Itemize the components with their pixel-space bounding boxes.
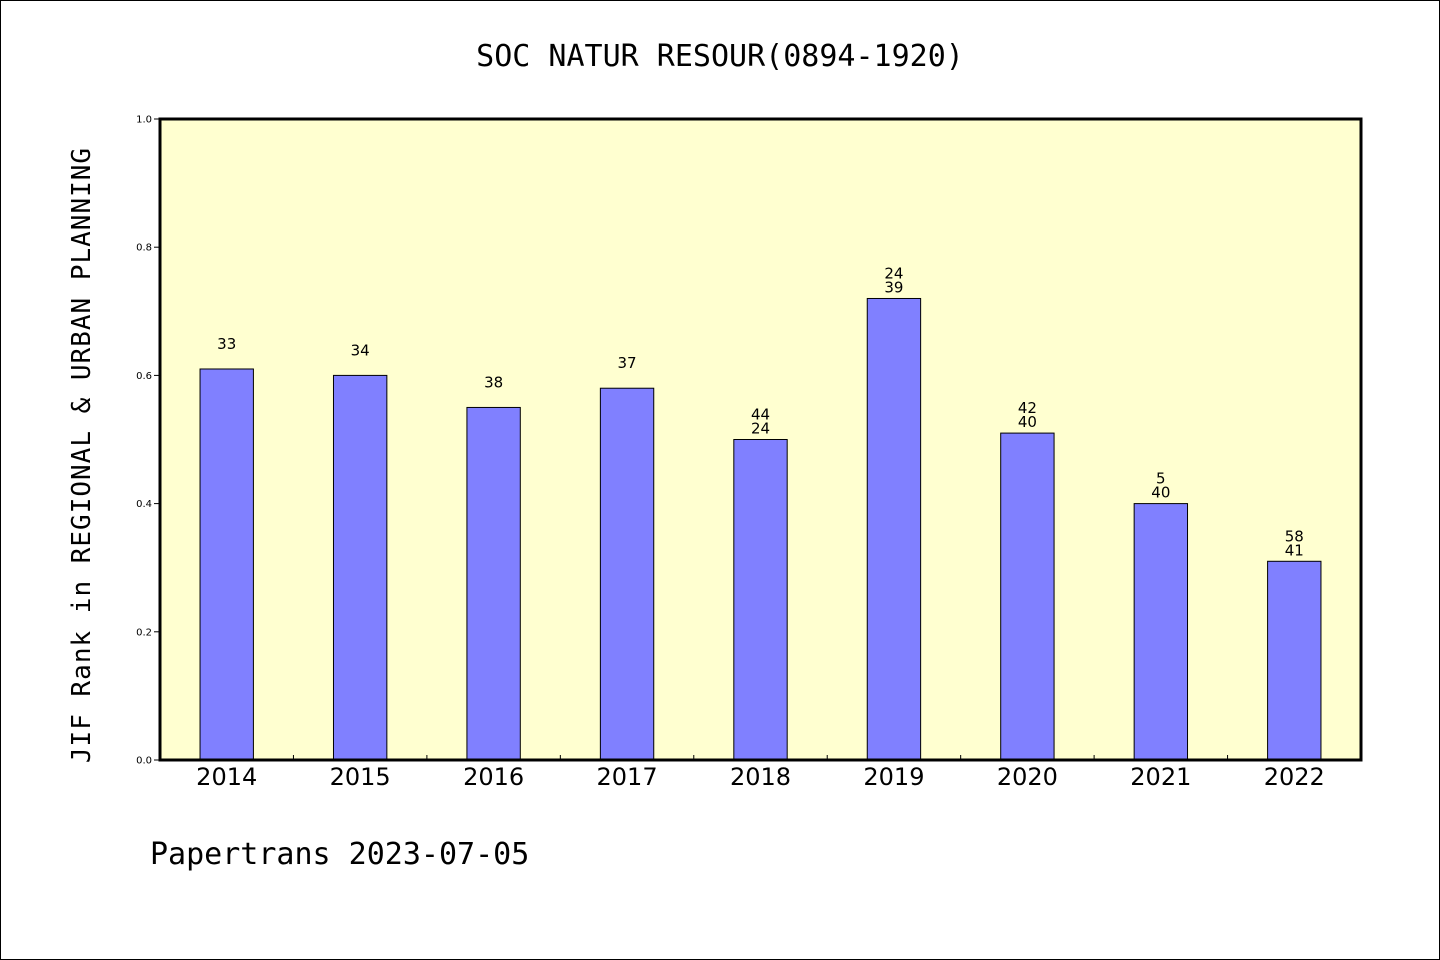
x-tick-label: 2019 (863, 763, 924, 791)
data-label: 38 (484, 373, 503, 391)
bar-2014 (199, 368, 254, 761)
data-label: 34 (351, 341, 370, 359)
y-axis-label: JIF Rank in REGIONAL & URBAN PLANNING (67, 147, 97, 763)
footer-credit: Papertrans 2023-07-05 (150, 837, 529, 872)
data-label: 39 (884, 278, 903, 296)
chart-title: SOC NATUR RESOUR(0894-1920) (476, 39, 964, 74)
plot-border (158, 117, 1363, 762)
data-label: 58 (1285, 527, 1304, 545)
bar-2019 (866, 297, 922, 761)
x-tick-label: 2021 (1130, 763, 1191, 791)
data-label: 44 (751, 406, 770, 424)
bar-2016 (466, 406, 521, 761)
data-label: 40 (1151, 484, 1170, 502)
x-tick-label: 2015 (330, 763, 391, 791)
x-tick-label: 2022 (1264, 763, 1325, 791)
ticks-layer: 0.0 0.2 0.4 0.6 0.8 1.0 2014 2015 2016 2017 2018 20… (136, 115, 1325, 792)
bar-2022 (1267, 560, 1322, 761)
bar-2021 (1133, 503, 1189, 761)
y-tick-label: 0.0 (136, 756, 152, 767)
x-tick-label: 2014 (196, 763, 257, 791)
y-tick-label: 0.4 (136, 499, 152, 510)
y-tick-label: 0.8 (136, 243, 152, 254)
x-tick-label: 2020 (997, 763, 1058, 791)
bar-2017 (599, 387, 655, 761)
bar-2020 (1000, 432, 1055, 761)
bar-2018 (733, 439, 788, 761)
data-label: 41 (1285, 541, 1304, 559)
data-label: 5 (1156, 470, 1166, 488)
data-label: 40 (1018, 413, 1037, 431)
x-tick-label: 2017 (597, 763, 658, 791)
x-tick-label: 2018 (730, 763, 791, 791)
data-label: 24 (884, 264, 903, 282)
x-tick-label: 2016 (463, 763, 524, 791)
data-label: 37 (618, 354, 637, 372)
y-tick-label: 0.6 (136, 371, 152, 382)
y-tick-label: 1.0 (136, 115, 152, 126)
data-label: 42 (1018, 399, 1037, 417)
data-label: 33 (217, 335, 236, 353)
bar-2015 (332, 374, 388, 761)
data-label: 24 (751, 420, 770, 438)
y-tick-label: 0.2 (136, 627, 152, 638)
